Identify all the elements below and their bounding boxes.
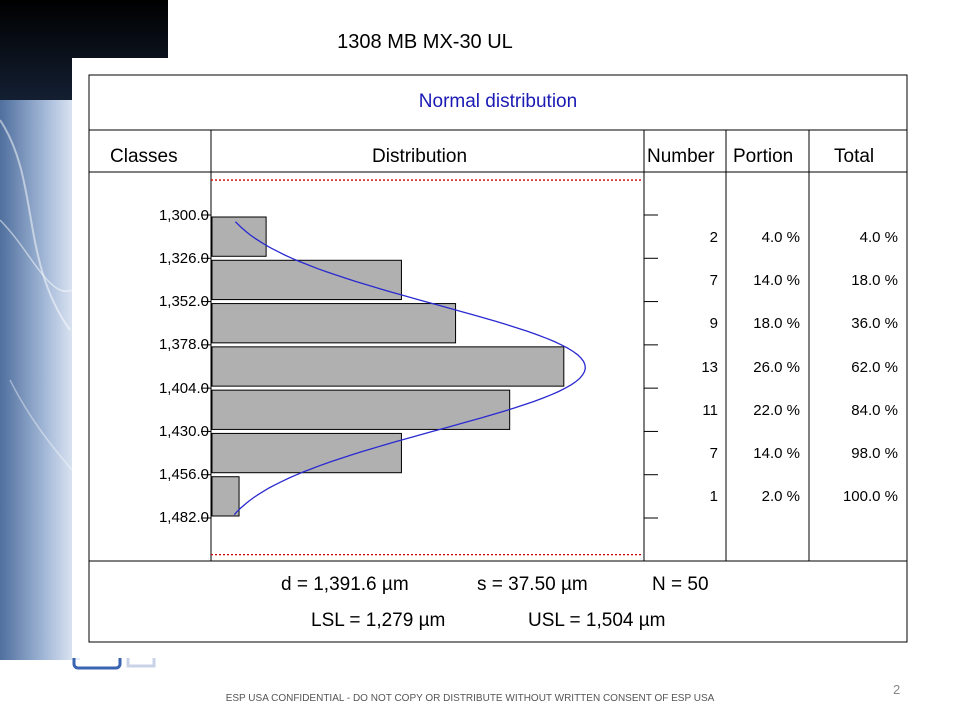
count-cell: 13 bbox=[701, 359, 718, 376]
count-cell: 7 bbox=[709, 272, 718, 289]
histogram-bar bbox=[211, 476, 240, 517]
class-bound-label: 1,456.0 bbox=[158, 466, 209, 483]
portion-cell: 26.0 % bbox=[753, 359, 800, 376]
stat-mean: d = 1,391.6 µm bbox=[281, 574, 409, 595]
histogram-bar bbox=[211, 346, 565, 387]
count-cell: 2 bbox=[709, 229, 718, 246]
class-bound-label: 1,404.0 bbox=[158, 380, 209, 397]
class-bound-label: 1,300.0 bbox=[158, 207, 209, 224]
total-cell: 100.0 % bbox=[842, 488, 898, 505]
header-distribution: Distribution bbox=[372, 146, 468, 167]
stat-lsl: LSL = 1,279 µm bbox=[311, 610, 446, 631]
histogram-bar bbox=[211, 432, 402, 474]
histogram-bar bbox=[211, 303, 457, 344]
chart-title: Normal distribution bbox=[418, 91, 578, 112]
portion-cell: 2.0 % bbox=[761, 488, 800, 505]
distribution-table-frame bbox=[88, 74, 908, 643]
stat-n: N = 50 bbox=[652, 574, 709, 595]
class-bound-label: 1,326.0 bbox=[158, 250, 209, 267]
stat-sigma: s = 37.50 µm bbox=[477, 574, 588, 595]
count-cell: 7 bbox=[709, 445, 718, 462]
total-cell: 36.0 % bbox=[851, 315, 898, 332]
header-classes: Classes bbox=[110, 146, 178, 167]
class-bound-label: 1,378.0 bbox=[158, 336, 209, 353]
total-cell: 84.0 % bbox=[851, 402, 898, 419]
count-cell: 1 bbox=[709, 488, 718, 505]
header-total: Total bbox=[834, 146, 875, 167]
class-bound-label: 1,352.0 bbox=[158, 293, 209, 310]
stat-usl: USL = 1,504 µm bbox=[528, 610, 666, 631]
histogram-bar bbox=[211, 259, 402, 301]
distribution-panel: Normal distribution Classes Distribution… bbox=[72, 58, 923, 658]
class-bound-label: 1,430.0 bbox=[158, 423, 209, 440]
histogram-bar bbox=[211, 389, 511, 430]
class-bound-label: 1,482.0 bbox=[158, 509, 209, 526]
portion-cell: 18.0 % bbox=[753, 315, 800, 332]
total-cell: 18.0 % bbox=[851, 272, 898, 289]
portion-cell: 22.0 % bbox=[753, 402, 800, 419]
confidential-footer: ESP USA CONFIDENTIAL - DO NOT COPY OR DI… bbox=[225, 693, 715, 704]
total-cell: 4.0 % bbox=[859, 229, 898, 246]
portion-cell: 14.0 % bbox=[753, 445, 800, 462]
count-cell: 11 bbox=[702, 402, 718, 419]
portion-cell: 4.0 % bbox=[761, 229, 800, 246]
page-number: 2 bbox=[893, 682, 901, 697]
histogram-bar bbox=[211, 216, 267, 257]
total-cell: 98.0 % bbox=[851, 445, 898, 462]
header-portion: Portion bbox=[733, 146, 794, 167]
header-number: Number bbox=[647, 146, 715, 167]
slide-title: 1308 MB MX-30 UL bbox=[337, 31, 513, 53]
count-cell: 9 bbox=[709, 315, 718, 332]
portion-cell: 14.0 % bbox=[753, 272, 800, 289]
total-cell: 62.0 % bbox=[851, 359, 898, 376]
normal-curve bbox=[233, 221, 586, 516]
